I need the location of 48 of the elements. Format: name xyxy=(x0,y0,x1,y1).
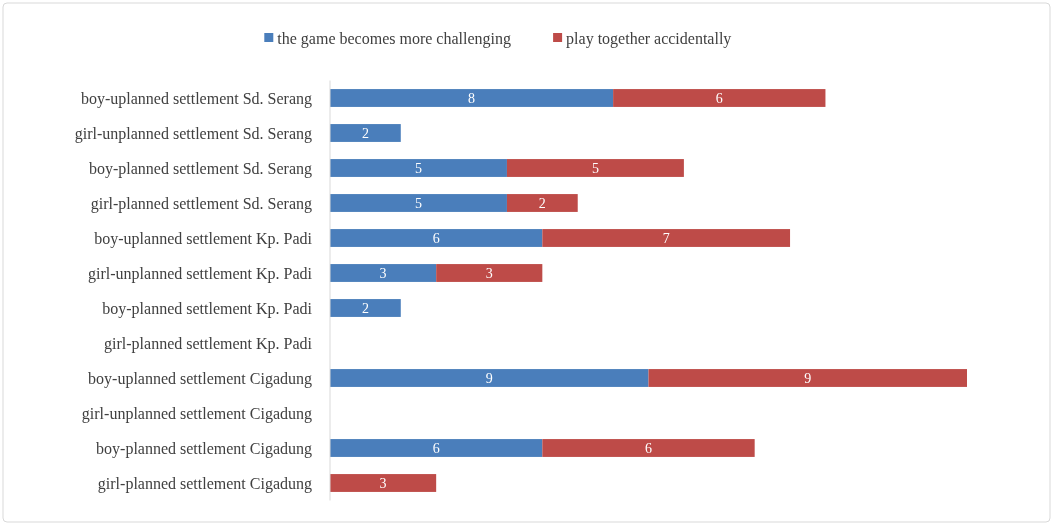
data-label: 8 xyxy=(468,90,476,106)
data-label: 5 xyxy=(414,160,422,176)
y-tick-label: boy-planned settlement Sd. Serang xyxy=(88,159,312,178)
y-tick-label: girl-planned settlement Kp. Padi xyxy=(104,334,313,353)
legend-label: the game becomes more challenging xyxy=(277,29,511,48)
data-label: 6 xyxy=(645,440,652,456)
bar xyxy=(330,299,401,317)
data-label: 6 xyxy=(432,440,440,456)
bar xyxy=(506,194,578,212)
data-label: 2 xyxy=(538,195,546,211)
data-label: 3 xyxy=(379,265,387,281)
data-label: 3 xyxy=(379,475,387,491)
y-tick-label: boy-uplanned settlement Sd. Serang xyxy=(80,89,312,108)
bar xyxy=(506,159,684,177)
y-tick-label: boy-planned settlement Kp. Padi xyxy=(102,299,313,318)
y-tick-label: girl-unplanned settlement Cigadung xyxy=(81,404,312,423)
y-tick-label: boy-uplanned settlement Cigadung xyxy=(88,369,312,388)
bar xyxy=(330,264,437,282)
y-tick-label: boy-planned settlement Cigadung xyxy=(96,439,312,458)
legend-label: play together accidentally xyxy=(566,29,732,48)
bar xyxy=(330,369,649,387)
y-tick-label: boy-uplanned settlement Kp. Padi xyxy=(94,229,313,248)
bar xyxy=(330,439,543,457)
data-label: 2 xyxy=(361,300,369,316)
y-tick-label: girl-unplanned settlement Kp. Padi xyxy=(88,264,313,283)
bar xyxy=(330,474,437,492)
y-tick-label: girl-planned settlement Cigadung xyxy=(97,474,312,493)
data-label: 5 xyxy=(414,195,422,211)
data-label: 5 xyxy=(591,160,599,176)
bar xyxy=(330,194,507,212)
bar xyxy=(330,124,401,142)
data-label: 3 xyxy=(485,265,493,281)
bar xyxy=(613,89,826,107)
bar xyxy=(542,229,791,247)
data-label: 2 xyxy=(361,125,369,141)
bar xyxy=(542,439,755,457)
data-label: 9 xyxy=(485,370,493,386)
bar xyxy=(330,89,614,107)
data-label: 6 xyxy=(715,90,723,106)
y-tick-label: girl-planned settlement Sd. Serang xyxy=(90,194,312,213)
y-tick-label: girl-unplanned settlement Sd. Serang xyxy=(74,124,312,143)
bar xyxy=(436,264,543,282)
data-label: 9 xyxy=(804,370,812,386)
data-label: 7 xyxy=(662,230,670,246)
bar xyxy=(648,369,967,387)
bar xyxy=(330,229,543,247)
data-label: 6 xyxy=(432,230,440,246)
bar xyxy=(330,159,507,177)
